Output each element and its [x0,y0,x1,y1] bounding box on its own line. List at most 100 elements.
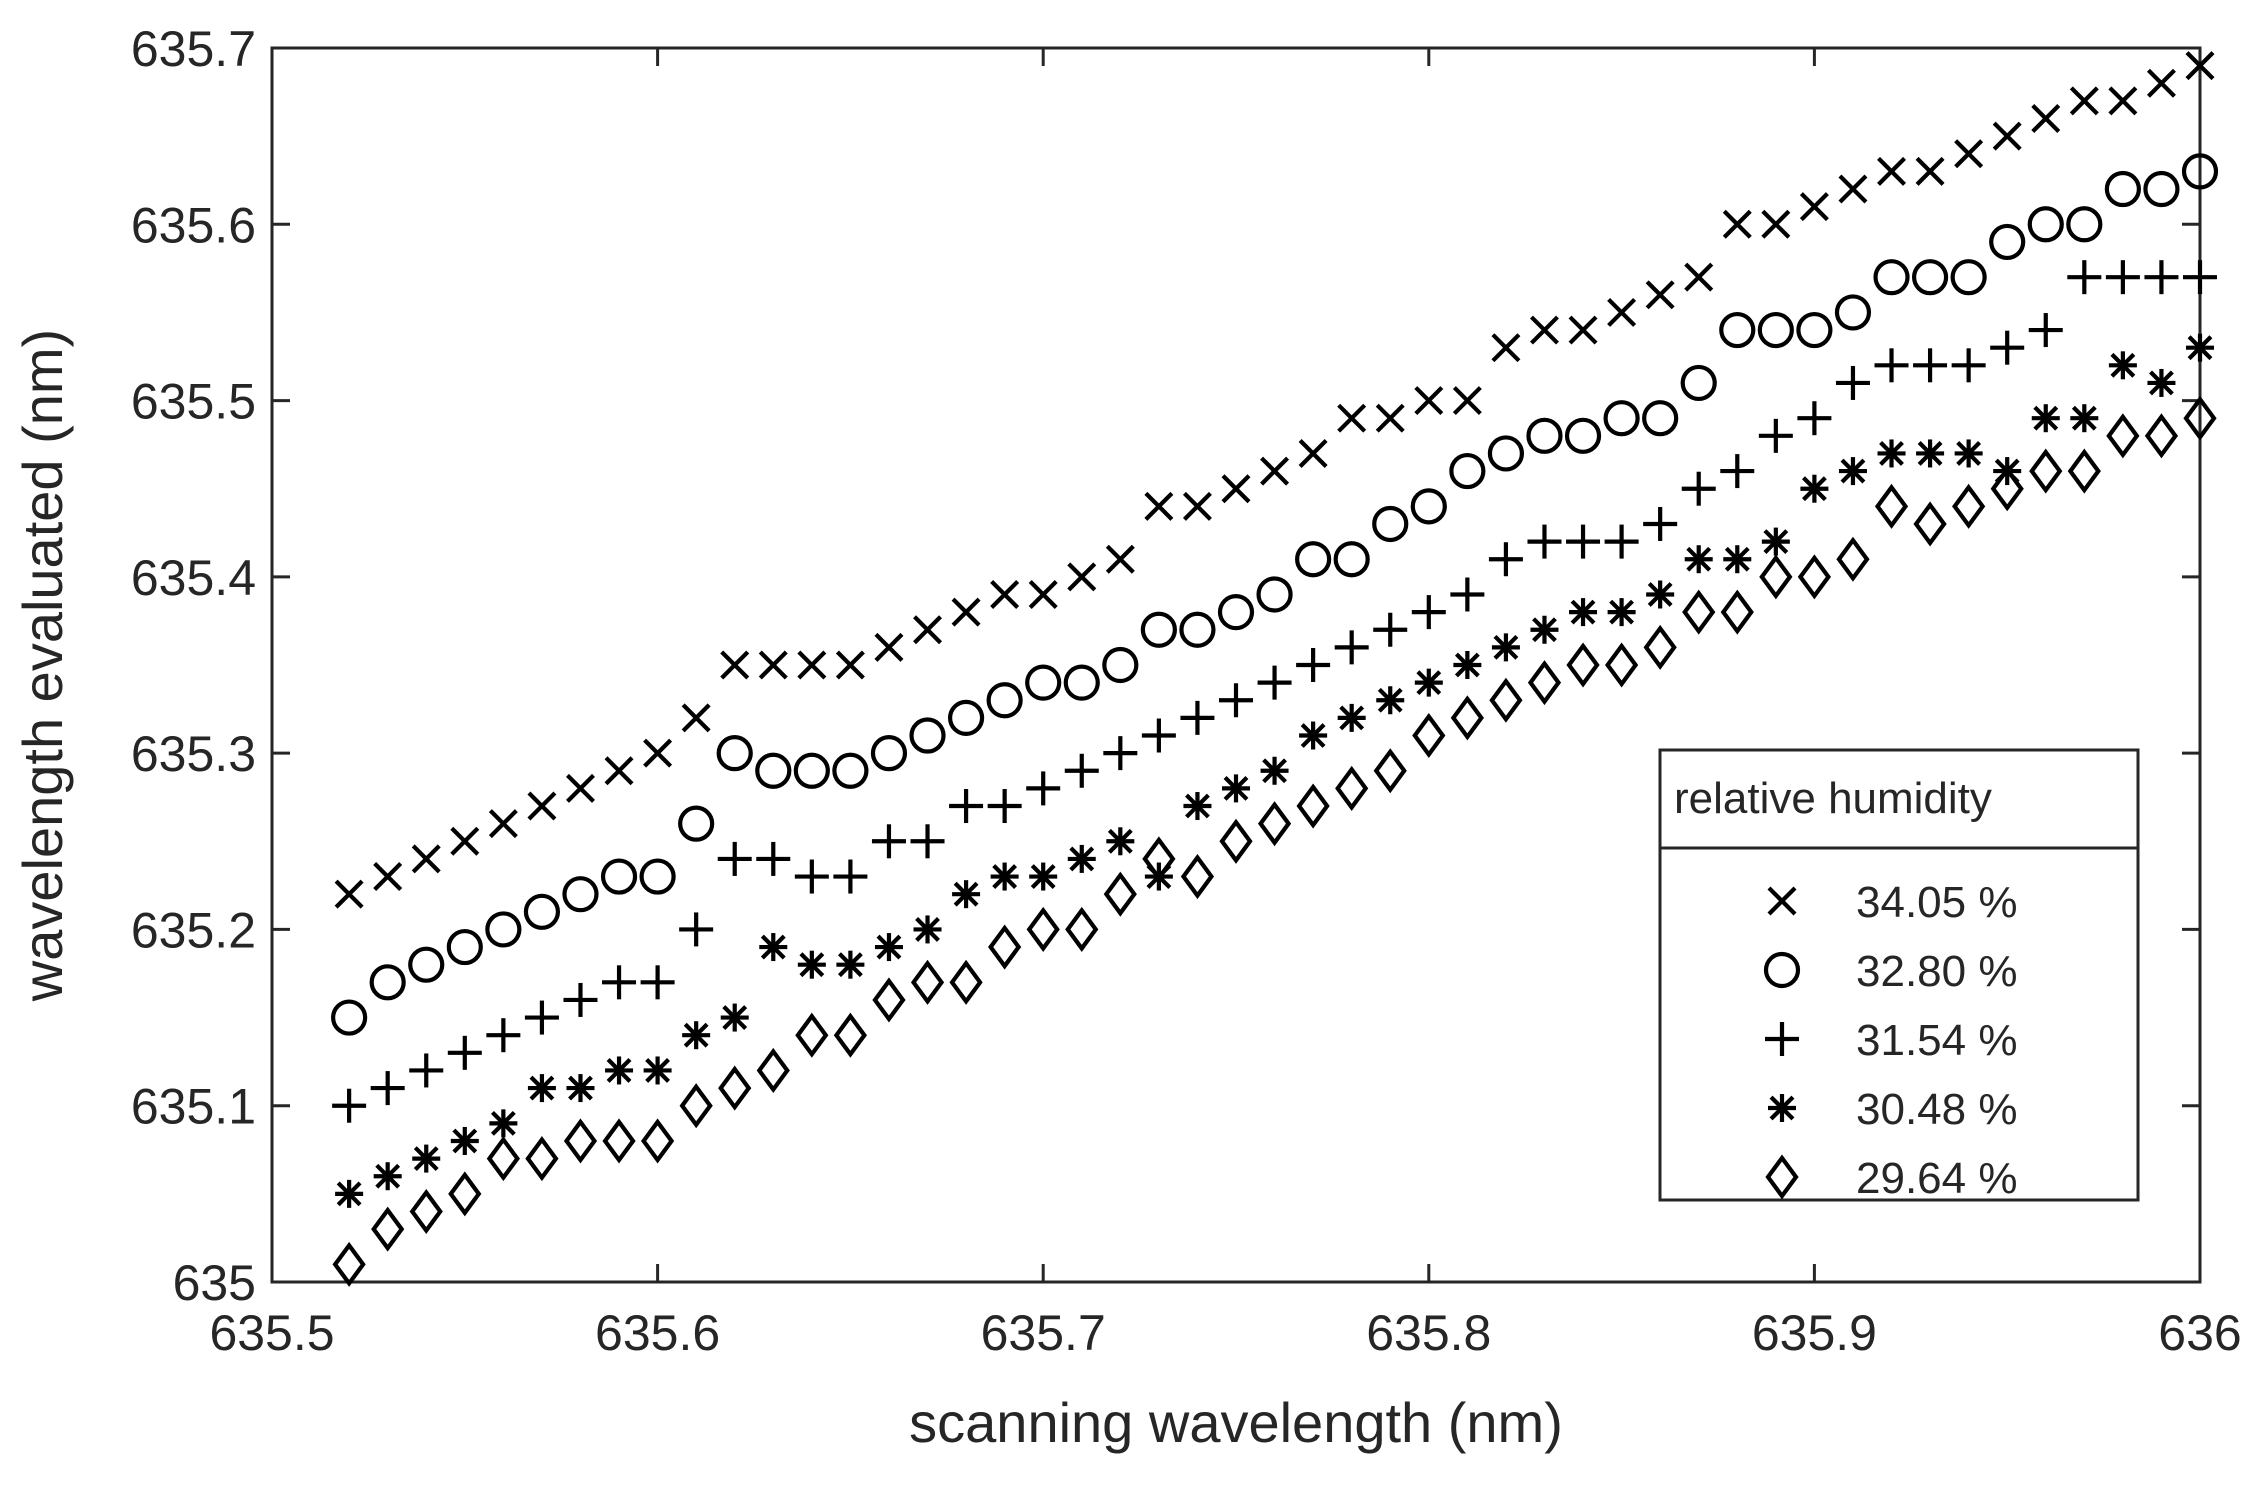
legend-marker-icon [1767,886,1797,916]
data-point [450,1126,479,1155]
data-point [1144,491,1174,521]
data-point [1337,703,1366,732]
data-point [795,1012,829,1058]
data-point [720,650,750,680]
data-point [1373,612,1408,647]
data-point [1260,756,1289,785]
data-point [1067,844,1096,873]
data-point [335,1179,364,1208]
data-point [756,841,791,876]
legend-item: 32.80 % [1763,947,2017,996]
data-point [1913,501,1947,547]
data-point [1372,505,1409,543]
y-tick-label: 635 [173,1255,256,1311]
data-point [1183,792,1212,821]
data-point [988,924,1022,970]
data-point [1333,541,1370,578]
data-point [370,1071,405,1106]
data-point [2186,333,2214,362]
legend-marker-icon [1765,1022,1799,1056]
data-point [524,1000,559,1035]
data-point [409,1053,444,1088]
data-point [1026,771,1061,806]
data-point [1029,862,1058,891]
x-tick-label: 635.5 [209,1305,334,1361]
x-tick-label: 635.6 [595,1305,720,1361]
data-point [990,862,1019,891]
data-point [2144,260,2179,295]
data-point [1873,259,1910,296]
data-point [2105,260,2140,295]
data-point [2031,404,2060,433]
data-point [1414,668,1443,697]
data-point [2181,153,2219,190]
data-point [833,859,868,894]
data-point [1103,871,1137,917]
data-point [565,773,595,803]
data-point [525,1136,559,1182]
data-point [1487,435,1525,472]
data-point [1529,315,1559,345]
data-point [1222,774,1250,803]
data-point [602,965,637,1000]
data-markers [331,51,2219,1287]
data-point [1680,364,1717,402]
data-point [527,791,557,821]
data-point [2183,395,2217,441]
data-point [2108,86,2138,116]
data-point [1720,589,1754,635]
data-point [566,1074,595,1103]
data-point [679,1083,713,1129]
data-point [486,1136,520,1182]
y-tick-label: 635.4 [131,550,256,606]
data-point [1799,192,1829,222]
data-point [369,964,406,1001]
data-point [1102,646,1139,684]
data-point [1761,527,1790,556]
data-point [681,703,711,733]
data-point [1526,417,1563,454]
data-point [1375,403,1405,433]
x-tick-label: 635.9 [1752,1305,1877,1361]
data-point [1643,506,1678,541]
data-point [604,756,634,786]
data-point [913,615,943,645]
x-tick-label: 635.7 [981,1305,1106,1361]
data-point [717,841,752,876]
data-point [1489,677,1523,723]
data-point [640,965,675,1000]
data-point [332,1088,367,1123]
data-point [600,858,638,895]
data-point [523,893,561,930]
data-point [1337,403,1367,433]
data-point [1607,598,1636,627]
data-point [1684,262,1714,292]
data-point [1449,452,1486,490]
data-point [910,824,945,859]
data-point [373,1162,402,1191]
legend-label: 32.80 % [1856,947,2017,996]
data-point [1684,545,1713,574]
data-point [1527,660,1562,706]
data-point [720,1003,749,1032]
data-point [1412,712,1446,759]
data-point [563,1118,598,1164]
data-point [450,826,480,856]
data-point [373,862,403,892]
legend-marker-icon [1768,1094,1796,1122]
series-3154 [332,260,2217,1123]
data-point [910,959,945,1005]
data-point [334,879,364,909]
data-point [1299,721,1328,750]
data-point [488,809,518,839]
data-point [1488,542,1523,577]
data-point [1142,836,1176,882]
data-point [1025,664,1062,701]
data-point [2185,51,2215,81]
data-point [1916,439,1945,468]
data-point [332,1241,366,1287]
legend-marker-icon [1765,1154,1799,1200]
data-point [2070,404,2099,433]
legend-title: relative humidity [1674,774,1992,823]
data-point [1221,474,1251,504]
